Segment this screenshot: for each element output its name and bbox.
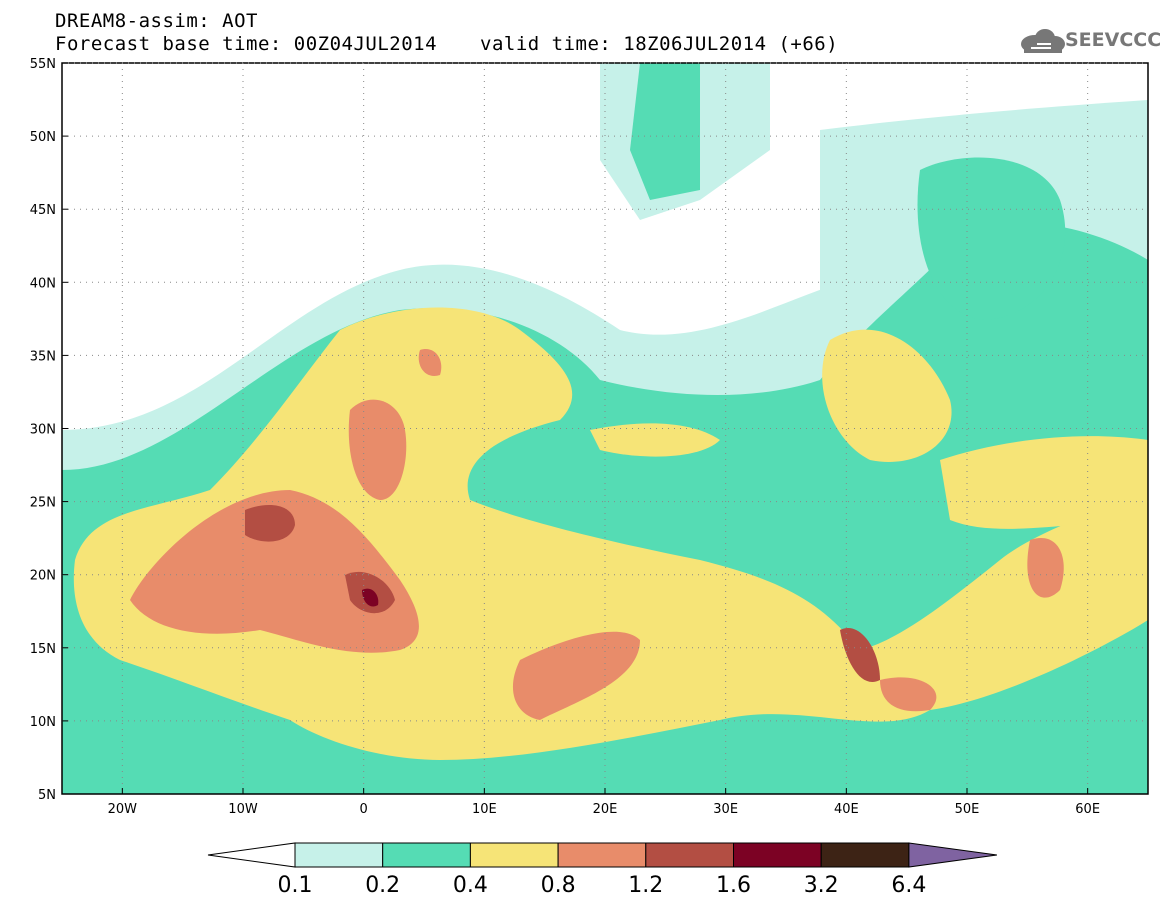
valid-time: valid time: 18Z06JUL2014 (+66)	[480, 33, 839, 55]
logo-text: SEEVCCC	[1065, 29, 1162, 51]
colorbar-label: 3.2	[804, 873, 839, 898]
lat-tick-label: 30N	[30, 423, 56, 438]
colorbar-label: 6.4	[891, 873, 926, 898]
colorbar-label: 0.2	[365, 873, 400, 898]
lat-tick-label: 50N	[30, 130, 56, 145]
lat-tick-label: 40N	[30, 276, 56, 291]
lon-tick-label: 0	[360, 802, 368, 817]
axis-ticks: 20W 10W 0 10E 20E 30E 40E 50E 60E 55N 50N 45N 40N 35N…	[30, 57, 1100, 817]
lon-tick-label: 10W	[228, 802, 258, 817]
lat-tick-label: 5N	[38, 788, 56, 803]
colorbar-under-triangle	[207, 842, 296, 868]
cloud-logo-icon	[1021, 29, 1065, 53]
aot-field	[62, 63, 1148, 794]
colorbar-box	[469, 842, 559, 868]
colorbar-box	[294, 842, 384, 868]
colorbar-label: 0.4	[453, 873, 488, 898]
lat-tick-label: 20N	[30, 569, 56, 584]
title-line-1: DREAM8-assim: AOT	[55, 10, 258, 32]
colorbar-label: 1.2	[628, 873, 663, 898]
colorbar-box	[820, 842, 910, 868]
colorbar-label: 0.8	[541, 873, 576, 898]
lon-tick-label: 60E	[1075, 802, 1100, 817]
colorbar-box	[733, 842, 822, 868]
lon-tick-label: 30E	[713, 802, 738, 817]
graticule	[62, 62, 1148, 794]
forecast-base-time: Forecast base time: 00Z04JUL2014	[55, 33, 438, 55]
lat-tick-label: 15N	[30, 642, 56, 657]
colorbar-box	[645, 842, 734, 868]
colorbar-box	[382, 842, 471, 868]
lon-tick-label: 20E	[593, 802, 618, 817]
lon-tick-label: 20W	[108, 802, 138, 817]
lat-tick-label: 55N	[30, 57, 56, 72]
colorbar-box	[557, 842, 647, 868]
lat-tick-label: 45N	[30, 203, 56, 218]
colorbar-label: 1.6	[716, 873, 751, 898]
colorbar-label: 0.1	[278, 873, 313, 898]
lat-tick-label: 25N	[30, 496, 56, 511]
lat-tick-label: 10N	[30, 715, 56, 730]
lon-tick-label: 40E	[834, 802, 859, 817]
lat-tick-label: 35N	[30, 349, 56, 364]
colorbar-over-triangle	[908, 842, 997, 868]
lon-tick-label: 50E	[955, 802, 980, 817]
lon-tick-label: 10E	[472, 802, 497, 817]
